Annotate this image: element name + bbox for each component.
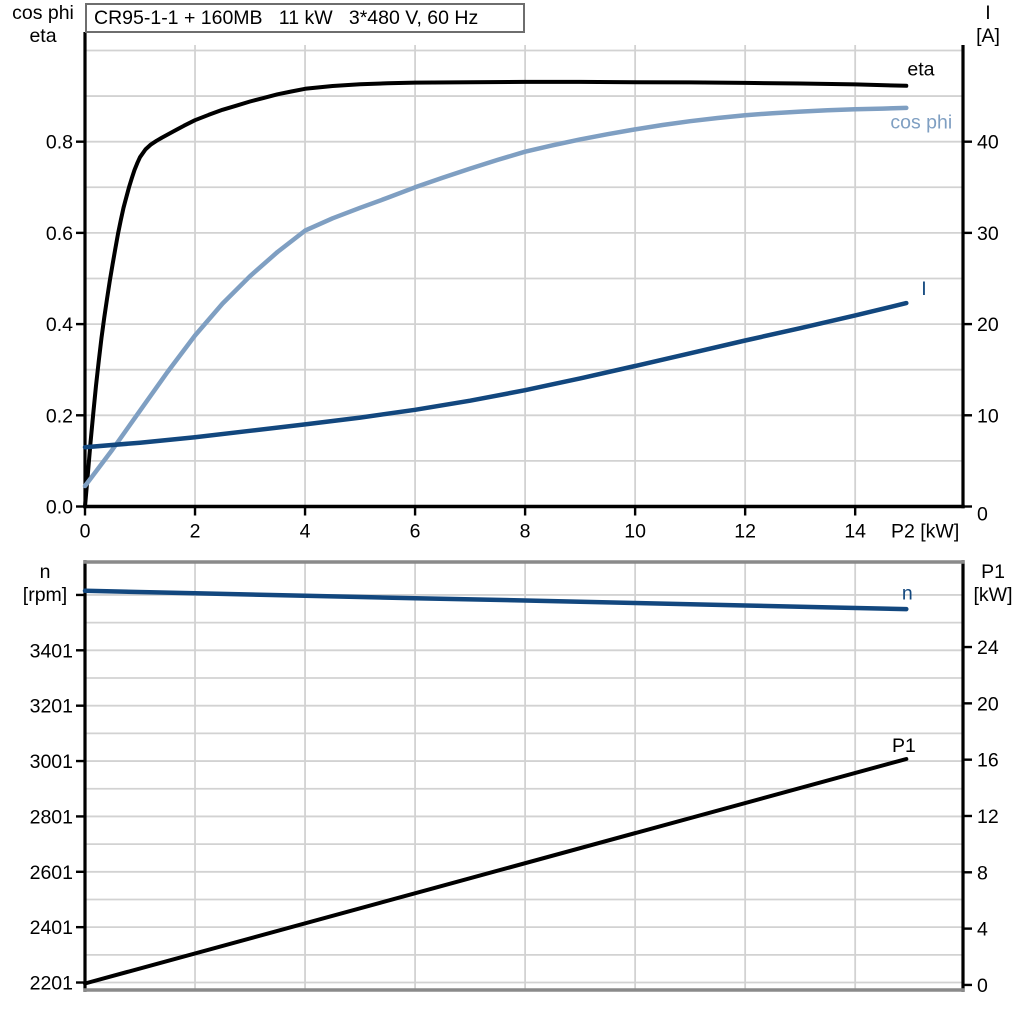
lower-right-axis-label: P1 [kW] [964, 561, 1022, 607]
cos-phi-curve [82, 105, 909, 489]
tick-label: 24 [977, 637, 999, 659]
tick-label: 4 [977, 919, 988, 941]
tick-label: 8 [977, 862, 988, 884]
tick-label: 0.8 [46, 132, 73, 154]
eta-curve-label: eta [907, 59, 934, 81]
tick-label: 2801 [30, 806, 73, 828]
P1-curve-label: P1 [892, 735, 916, 757]
lower-chart: 2201 2401 2601 2801 3001 3201 3401 0 4 8 12 16 20 24 n… [30, 560, 999, 997]
tick-label: 12 [977, 806, 999, 828]
tick-label: 30 [977, 223, 999, 245]
tick-label: 10 [977, 405, 999, 427]
tick-label: 0.6 [46, 223, 73, 245]
axis-label-p1-unit: [kW] [973, 584, 1013, 606]
tick-label: 2201 [30, 973, 73, 995]
chart-title-box: CR95-1-1 + 160MB 11 kW 3*480 V, 60 Hz [85, 3, 525, 33]
tick-label: 2601 [30, 862, 73, 884]
I-curve [82, 300, 909, 450]
tick-label: 0 [80, 521, 91, 543]
P1-curve [83, 757, 909, 986]
axis-label-current: I [985, 2, 991, 24]
axis-label-speed: n [39, 561, 51, 583]
lower-chart-gridlines [85, 562, 963, 990]
tick-label: 20 [977, 314, 999, 336]
tick-label: 6 [410, 521, 421, 543]
tick-label: 20 [977, 693, 999, 715]
axis-label-p1: P1 [981, 561, 1005, 583]
cos-phi-curve-label: cos phi [890, 111, 952, 133]
tick-label: 8 [520, 521, 531, 543]
tick-label: 3401 [30, 640, 73, 662]
upper-left-axis-label: cos phi eta [2, 2, 84, 48]
axis-label-current-unit: [A] [976, 25, 1000, 47]
tick-label: 3201 [30, 696, 73, 718]
I-curve-label: I [921, 278, 926, 300]
tick-label: 10 [624, 521, 646, 543]
tick-label: 4 [300, 521, 311, 543]
axis-label-eta: eta [29, 25, 57, 47]
tick-label: 2 [190, 521, 201, 543]
lower-left-axis-label: n [rpm] [2, 561, 88, 607]
upper-chart: 0.0 0.2 0.4 0.6 0.8 0 10 20 30 40 0 2 4 6 8 10 12 14 P2 [k… [46, 32, 999, 543]
eta-curve [83, 79, 909, 509]
tick-label: 2401 [30, 917, 73, 939]
tick-label: 40 [977, 132, 999, 154]
tick-label: 16 [977, 750, 999, 772]
tick-label: 0 [977, 975, 988, 997]
upper-right-axis-label: I [A] [959, 2, 1017, 48]
tick-label: 12 [734, 521, 756, 543]
tick-label: 0.4 [46, 314, 73, 336]
tick-label: 0.0 [46, 497, 73, 519]
x-axis-title: P2 [kW] [891, 521, 959, 543]
upper-chart-gridlines [85, 45, 963, 507]
tick-label: 0.2 [46, 405, 73, 427]
n-curve [82, 588, 909, 612]
n-curve-label: n [902, 583, 913, 605]
tick-label: 3001 [30, 751, 73, 773]
axis-label-speed-unit: [rpm] [22, 584, 68, 606]
tick-label: 0 [977, 504, 988, 526]
tick-label: 14 [844, 521, 866, 543]
axis-label-cos-phi: cos phi [12, 2, 74, 24]
